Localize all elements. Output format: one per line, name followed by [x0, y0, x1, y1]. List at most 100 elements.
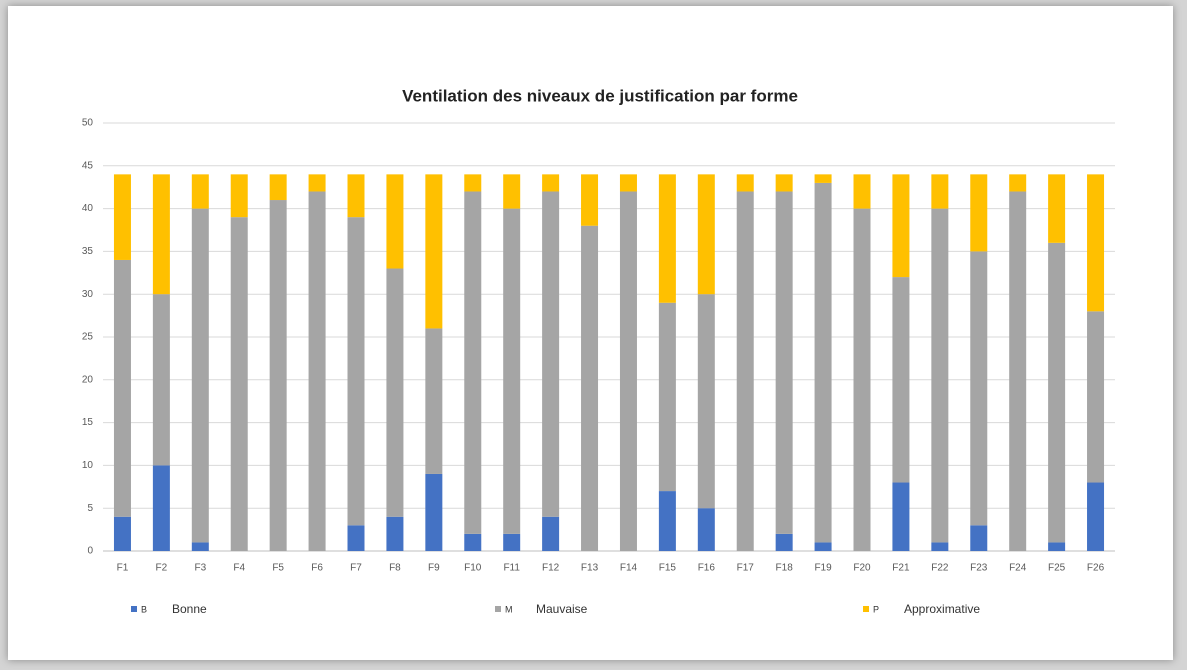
bar-segment	[736, 174, 754, 192]
y-tick-label: 0	[87, 546, 93, 557]
bar-segment	[269, 200, 287, 552]
x-tick-label: F23	[970, 563, 988, 574]
bar-segment	[775, 191, 793, 534]
bar-segment	[892, 277, 910, 483]
bar-segment	[152, 465, 170, 551]
x-tick-label: F18	[776, 563, 794, 574]
x-tick-label: F20	[853, 563, 871, 574]
bar-segment	[1048, 174, 1066, 243]
bar-segment	[191, 542, 209, 551]
y-tick-label: 10	[82, 460, 94, 471]
y-tick-label: 35	[82, 246, 94, 257]
bar-segment	[697, 294, 715, 509]
bar-segment	[658, 302, 676, 492]
x-tick-label: F2	[156, 563, 168, 574]
bar-segment	[152, 294, 170, 466]
bar-segment	[1048, 242, 1066, 543]
x-tick-label: F26	[1087, 563, 1105, 574]
bar-segment	[308, 191, 326, 552]
x-tick-label: F5	[272, 563, 284, 574]
bar-segment	[814, 182, 832, 543]
bar-segment	[697, 508, 715, 551]
bar-segment	[503, 174, 521, 209]
bar-segment	[619, 174, 637, 192]
bar-segment	[814, 542, 832, 551]
y-tick-label: 25	[82, 332, 94, 343]
x-tick-label: F6	[311, 563, 323, 574]
bar-segment	[853, 174, 871, 209]
y-tick-label: 40	[82, 203, 94, 214]
bar-segment	[853, 208, 871, 551]
x-tick-label: F22	[931, 563, 949, 574]
bar-segment	[736, 191, 754, 552]
x-tick-label: F25	[1048, 563, 1066, 574]
x-tick-label: F7	[350, 563, 362, 574]
bar-segment	[425, 473, 443, 551]
legend-label: Approximative	[904, 602, 980, 616]
x-tick-label: F21	[892, 563, 910, 574]
bar-segment	[464, 191, 482, 534]
bar-segment	[386, 516, 404, 551]
bar-segment	[191, 208, 209, 543]
x-tick-label: F4	[233, 563, 245, 574]
x-tick-label: F3	[194, 563, 206, 574]
bar-segment	[113, 259, 131, 517]
bar-segment	[347, 174, 365, 218]
bar-segment	[425, 328, 443, 474]
bar-segment	[308, 174, 326, 192]
bar-segment	[152, 174, 170, 295]
x-tick-label: F8	[389, 563, 401, 574]
bar-segment	[581, 225, 599, 551]
x-tick-label: F10	[464, 563, 482, 574]
legend-label: Bonne	[172, 602, 207, 616]
y-tick-label: 45	[82, 160, 94, 171]
bar-segment	[1048, 542, 1066, 551]
x-tick-label: F19	[814, 563, 832, 574]
bar-segment	[386, 268, 404, 517]
bar-segment	[542, 174, 560, 192]
bar-segment	[503, 533, 521, 551]
bar-segment	[113, 516, 131, 551]
bar-segment	[1087, 482, 1105, 551]
x-tick-label: F1	[117, 563, 129, 574]
bar-segment	[464, 174, 482, 192]
bar-segment	[1009, 191, 1027, 552]
x-tick-label: F9	[428, 563, 440, 574]
bar-segment	[113, 174, 131, 260]
bar-segment	[970, 525, 988, 551]
legend-swatch	[863, 606, 869, 612]
x-tick-label: F24	[1009, 563, 1027, 574]
legend-swatch	[495, 606, 501, 612]
bar-segment	[658, 174, 676, 303]
bar-segment	[931, 174, 949, 209]
bar-segment	[931, 542, 949, 551]
x-tick-label: F14	[620, 563, 638, 574]
bar-segment	[775, 533, 793, 551]
bar-segment	[931, 208, 949, 543]
legend-name: B	[141, 604, 147, 614]
x-tick-label: F15	[659, 563, 677, 574]
bar-segment	[230, 174, 248, 218]
bar-segment	[542, 191, 560, 517]
x-tick-label: F12	[542, 563, 560, 574]
bar-segment	[425, 174, 443, 329]
bar-segment	[892, 482, 910, 551]
bar-segment	[1087, 174, 1105, 312]
bar-segment	[1087, 311, 1105, 483]
y-tick-label: 50	[82, 118, 94, 129]
bar-segment	[775, 174, 793, 192]
bar-segment	[347, 525, 365, 551]
legend-label: Mauvaise	[536, 602, 588, 616]
bar-segment	[892, 174, 910, 278]
bar-segment	[658, 491, 676, 551]
y-tick-label: 5	[87, 503, 93, 514]
bar-segment	[581, 174, 599, 226]
bar-segment	[269, 174, 287, 201]
bar-segment	[503, 208, 521, 534]
chart-title: Ventilation des niveaux de justification…	[402, 86, 798, 105]
bar-segment	[347, 217, 365, 526]
legend-name: P	[873, 604, 879, 614]
y-tick-label: 30	[82, 289, 94, 300]
